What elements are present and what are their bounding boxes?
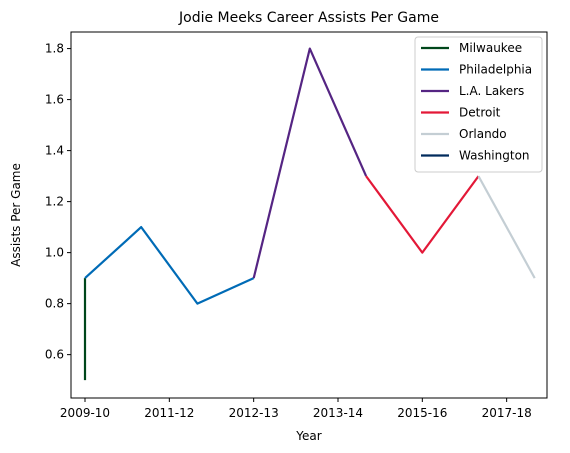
legend-label: Detroit	[459, 106, 501, 120]
x-axis-label: Year	[295, 429, 321, 443]
x-tick-label: 2017-18	[482, 406, 532, 420]
series-line-2	[252, 47, 368, 279]
legend-label: Philadelphia	[459, 63, 532, 77]
y-tick-label: 1.0	[45, 246, 64, 260]
series-line-3	[365, 175, 480, 254]
x-tick-label: 2009-10	[60, 406, 110, 420]
y-tick-label: 1.8	[45, 42, 64, 56]
y-tick-label: 0.8	[45, 297, 64, 311]
y-tick-label: 1.6	[45, 93, 64, 107]
legend-label: Orlando	[459, 127, 507, 141]
x-axis: 2009-10 2011-12 2012-13 2013-14 2015-16 2017-…	[60, 398, 532, 420]
x-tick-label: 2015-16	[397, 406, 447, 420]
plot-frame	[70, 31, 548, 399]
y-tick-label: 1.4	[45, 144, 64, 158]
y-tick-label: 1.2	[45, 195, 64, 209]
legend-box	[414, 36, 543, 173]
legend-label: L.A. Lakers	[459, 84, 524, 98]
y-tick-label: 0.6	[45, 348, 64, 362]
x-tick-label: 2013-14	[313, 406, 363, 420]
legend: Milwaukee Philadelphia L.A. Lakers Detroit O…	[414, 36, 543, 173]
series-lines	[83, 47, 536, 381]
chart-title: Jodie Meeks Career Assists Per Game	[178, 10, 439, 26]
y-axis: 0.6 0.8 1.0 1.2 1.4 1.6 1.8	[45, 42, 71, 362]
legend-label: Milwaukee	[459, 41, 522, 55]
series-line-4	[477, 175, 536, 279]
series-line-1	[84, 226, 255, 305]
x-tick-label: 2012-13	[229, 406, 279, 420]
x-tick-label: 2011-12	[144, 406, 194, 420]
legend-label: Washington	[459, 149, 530, 163]
y-axis-label: Assists Per Game	[9, 163, 23, 267]
